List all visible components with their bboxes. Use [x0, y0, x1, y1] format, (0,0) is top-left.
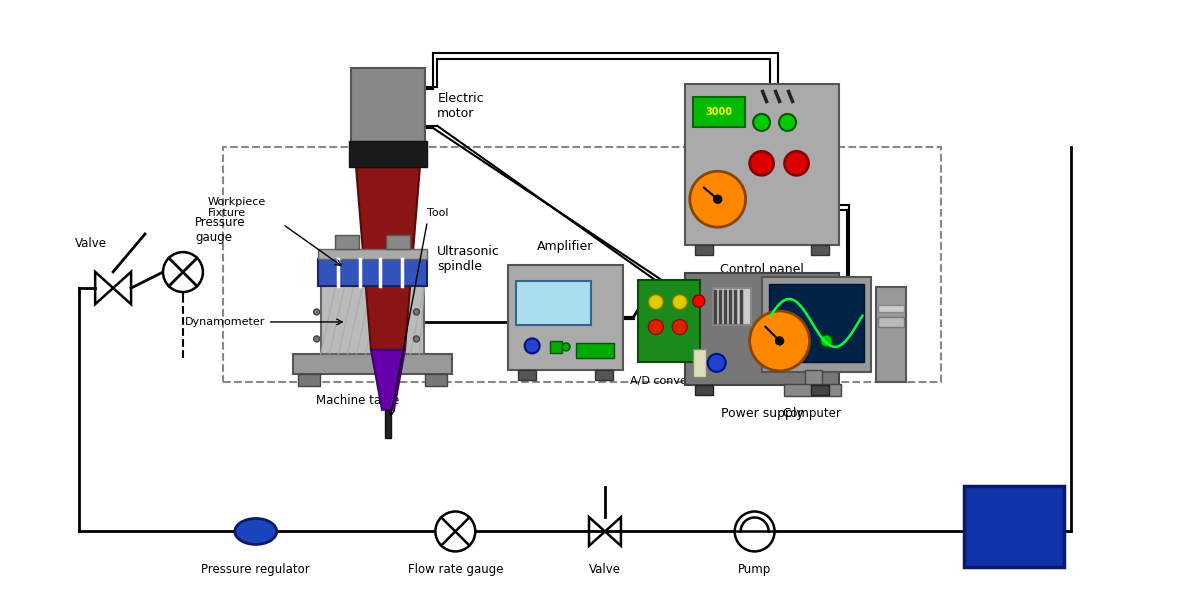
Text: Amplifier: Amplifier	[537, 240, 594, 253]
Text: A/D converter: A/D converter	[630, 376, 708, 386]
Circle shape	[734, 512, 775, 551]
Polygon shape	[371, 350, 405, 410]
Bar	[386, 235, 410, 249]
Text: Control panel: Control panel	[720, 263, 804, 276]
Text: Dynamometer: Dynamometer	[185, 317, 265, 327]
Text: 3000: 3000	[706, 107, 732, 118]
Text: Valve: Valve	[75, 237, 107, 250]
Text: Pump: Pump	[738, 563, 771, 577]
Circle shape	[690, 171, 746, 227]
Polygon shape	[356, 167, 419, 350]
Text: Tool: Tool	[428, 208, 449, 218]
Circle shape	[779, 114, 796, 131]
Bar	[317, 259, 428, 286]
Text: Electric
motor: Electric motor	[437, 92, 484, 121]
Bar	[878, 305, 904, 312]
Ellipse shape	[235, 518, 277, 544]
Bar	[769, 284, 865, 362]
Circle shape	[672, 319, 688, 334]
Bar	[713, 288, 751, 325]
Bar	[762, 277, 871, 372]
Circle shape	[525, 338, 539, 353]
Circle shape	[708, 354, 726, 372]
Bar	[877, 287, 906, 382]
Text: Ultrasonic
spindle: Ultrasonic spindle	[437, 245, 500, 272]
Bar	[784, 384, 841, 396]
Bar	[684, 273, 840, 385]
Bar	[348, 142, 428, 167]
Text: Computer: Computer	[782, 407, 841, 420]
Bar	[693, 97, 745, 127]
Bar	[595, 370, 613, 380]
Bar	[804, 370, 822, 386]
Circle shape	[562, 343, 570, 351]
Bar	[508, 265, 623, 370]
Circle shape	[753, 114, 770, 131]
Text: Workpiece
Fixture: Workpiece Fixture	[208, 197, 266, 218]
Bar	[695, 245, 713, 255]
Text: Pressure regulator: Pressure regulator	[202, 563, 310, 577]
Circle shape	[750, 311, 809, 371]
Bar	[335, 235, 359, 249]
Circle shape	[750, 151, 773, 175]
Bar	[965, 485, 1064, 568]
Bar	[317, 249, 428, 259]
Bar	[223, 148, 941, 382]
Circle shape	[314, 309, 320, 315]
Circle shape	[784, 151, 809, 175]
Bar	[516, 281, 590, 325]
Circle shape	[413, 336, 419, 342]
Bar	[576, 343, 614, 358]
Bar	[693, 349, 706, 377]
Text: Pressure
gauge: Pressure gauge	[195, 216, 246, 244]
Bar	[811, 385, 829, 395]
Circle shape	[821, 335, 833, 347]
Text: Power supply: Power supply	[721, 407, 803, 420]
Bar	[425, 374, 448, 386]
Bar	[695, 385, 713, 395]
Circle shape	[693, 295, 704, 307]
Bar	[298, 374, 320, 386]
Circle shape	[649, 319, 663, 334]
Circle shape	[413, 309, 419, 315]
Bar	[684, 83, 840, 245]
Text: Flow rate gauge: Flow rate gauge	[407, 563, 503, 577]
Circle shape	[649, 295, 663, 310]
Text: Machine table: Machine table	[316, 394, 399, 407]
Bar	[878, 317, 904, 327]
Bar	[385, 410, 391, 437]
Bar	[638, 280, 700, 362]
Circle shape	[672, 295, 688, 310]
Bar	[292, 354, 453, 374]
Bar	[350, 68, 425, 145]
Circle shape	[776, 337, 784, 345]
Circle shape	[714, 195, 721, 203]
Text: Coolant
tank: Coolant tank	[985, 512, 1043, 541]
Bar	[321, 286, 424, 354]
Bar	[518, 370, 536, 380]
Circle shape	[314, 336, 320, 342]
Bar	[811, 245, 829, 255]
Bar	[550, 341, 562, 353]
Text: Valve: Valve	[589, 563, 621, 577]
Circle shape	[435, 512, 475, 551]
Circle shape	[163, 252, 203, 292]
